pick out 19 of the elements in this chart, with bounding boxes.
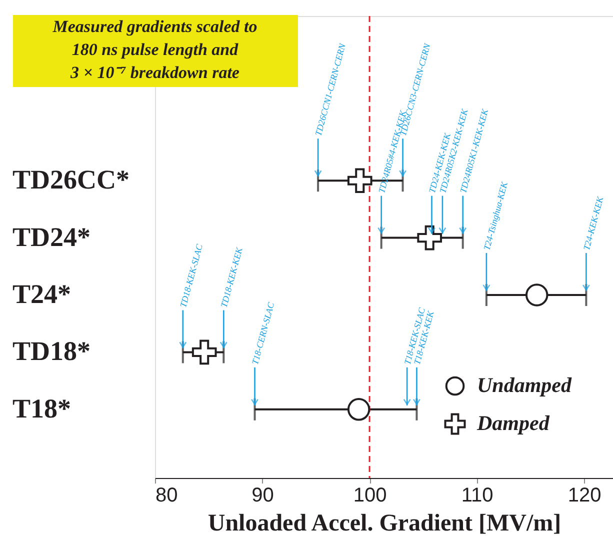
point — [192, 340, 217, 365]
y-tick-label: T18* — [12, 393, 72, 424]
y-tick-label: TD18* — [12, 336, 91, 366]
text: Measured gradients scaled to 180 ns pulse length and 3 × 10⁻⁷ breakdown rate — [52, 17, 258, 82]
point — [347, 398, 370, 421]
y-tick-label: TD24* — [12, 222, 91, 252]
x-tick-label: 120 — [568, 484, 602, 506]
y-tick-label: TD26CC* — [12, 164, 130, 195]
y-tick-label: T24* — [12, 279, 72, 309]
x-tick-label: 100 — [353, 484, 387, 506]
x-tick-label: 80 — [156, 484, 178, 506]
point — [417, 225, 442, 250]
legend-label: Undamped — [477, 373, 572, 397]
x-tick-label: 90 — [252, 484, 274, 506]
x-axis-title: Unloaded Accel. Gradient [MV/m] — [208, 510, 562, 536]
point — [525, 284, 548, 306]
legend-label: Damped — [476, 411, 550, 435]
x-tick-label: 110 — [461, 484, 494, 506]
point — [347, 168, 372, 193]
